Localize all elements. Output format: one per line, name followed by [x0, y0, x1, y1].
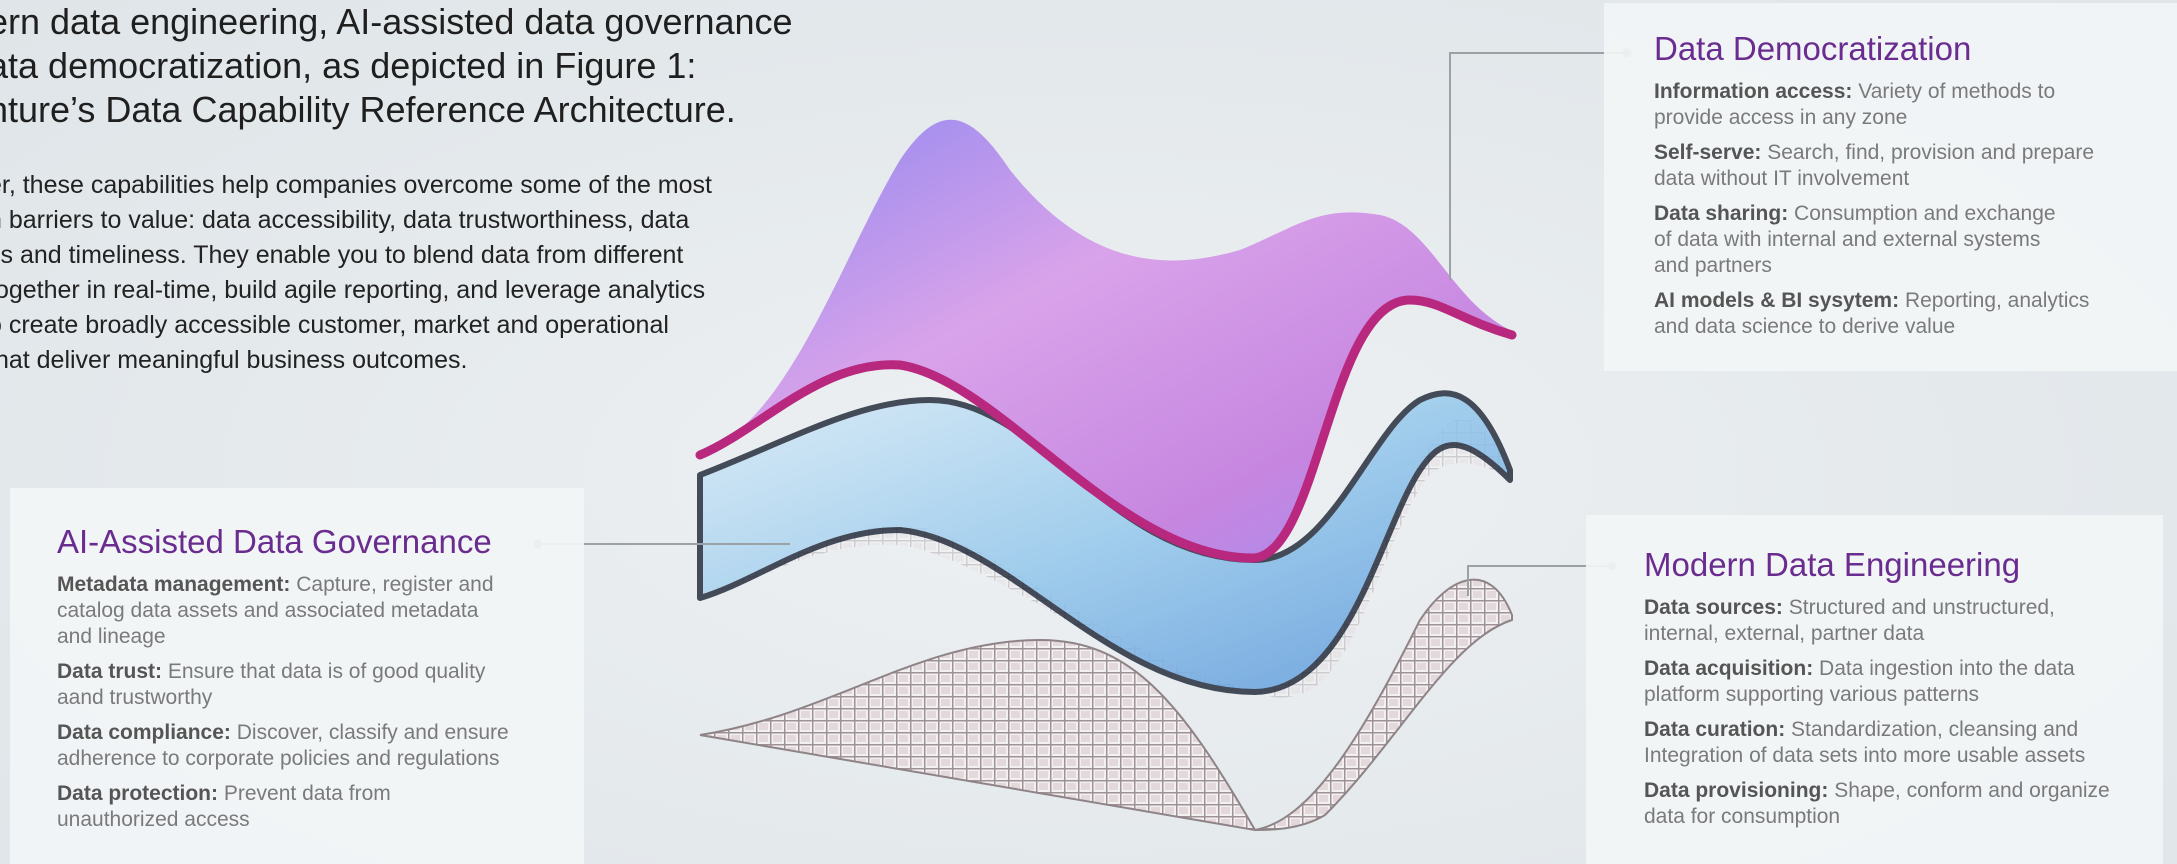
capability-item: AI models & BI sysytem: Reporting, analy… — [1654, 288, 2177, 340]
item-line: internal, external, partner data — [1644, 622, 1925, 645]
item-first-line: Data curation: Standardization, cleansin… — [1644, 717, 2163, 743]
item-line: and lineage — [57, 625, 166, 648]
item-line: Integration of data sets into more usabl… — [1644, 744, 2086, 767]
item-text: Structured and unstructured, — [1788, 596, 2055, 619]
item-term: Metadata management: — [57, 573, 291, 596]
intro-heading-line: ern data engineering, AI-assisted data g… — [0, 1, 793, 42]
top-layer — [695, 119, 1517, 563]
panel-title: AI-Assisted Data Governance — [57, 523, 492, 560]
item-text: Capture, register and — [296, 573, 494, 596]
intro-paragraph-line: n barriers to value: data accessibility,… — [0, 206, 690, 234]
item-line: platform supporting various patterns — [1644, 683, 1980, 706]
item-line: data for consumption — [1644, 805, 1841, 828]
capability-item: Data trust: Ensure that data is of good … — [57, 659, 584, 711]
item-first-line: Data sharing: Consumption and exchange — [1654, 201, 2177, 227]
item-text: Data ingestion into the data — [1819, 657, 2075, 680]
item-first-line: Data sources: Structured and unstructure… — [1644, 595, 2163, 621]
intro-paragraph-line: that deliver meaningful business outcome… — [0, 346, 468, 374]
intro-text-block: ern data engineering, AI-assisted data g… — [0, 0, 793, 378]
connector-engineering — [1467, 565, 1612, 596]
connector-democratization — [1449, 52, 1627, 280]
item-first-line: Data protection: Prevent data from — [57, 781, 584, 807]
capability-item: Data sharing: Consumption and exchange o… — [1654, 201, 2177, 279]
purple-surface — [700, 119, 1512, 559]
grid-surface — [699, 578, 1513, 832]
panel-modern-data-engineering: Modern Data Engineering Data sources: St… — [1586, 515, 2163, 864]
capability-item: Self-serve: Search, find, provision and … — [1654, 140, 2177, 192]
item-text: Standardization, cleansing and — [1791, 718, 2079, 741]
item-line: and partners — [1654, 254, 1772, 277]
item-first-line: Data provisioning: Shape, conform and or… — [1644, 778, 2163, 804]
item-first-line: Self-serve: Search, find, provision and … — [1654, 140, 2177, 166]
capability-item: Data protection: Prevent data from unaut… — [57, 781, 584, 833]
item-first-line: Data acquisition: Data ingestion into th… — [1644, 656, 2163, 682]
item-term: Self-serve: — [1654, 141, 1762, 164]
item-text: Prevent data from — [223, 782, 391, 805]
item-text: Ensure that data is of good quality — [167, 660, 486, 683]
item-text: Consumption and exchange — [1794, 202, 2056, 225]
panel-title: Modern Data Engineering — [1644, 546, 2021, 583]
item-text: Search, find, provision and prepare — [1767, 141, 2095, 164]
item-text: Variety of methods to — [1858, 80, 2056, 103]
item-line: and data science to derive value — [1654, 315, 1956, 338]
item-term: Data trust: — [57, 660, 163, 683]
item-term: Data protection: — [57, 782, 219, 805]
item-text: Shape, conform and organize — [1834, 779, 2110, 802]
item-first-line: Data compliance: Discover, classify and … — [57, 720, 584, 746]
item-first-line: AI models & BI sysytem: Reporting, analy… — [1654, 288, 2177, 314]
capability-item: Metadata management: Capture, register a… — [57, 572, 584, 650]
panel-ai-assisted-data-governance: AI-Assisted Data Governance Metadata man… — [10, 488, 584, 864]
intro-paragraph: er, these capabilities help companies ov… — [0, 168, 788, 378]
capability-item: Data provisioning: Shape, conform and or… — [1644, 778, 2163, 830]
item-first-line: Metadata management: Capture, register a… — [57, 572, 584, 598]
item-line: aand trustworthy — [57, 686, 213, 709]
item-line: catalog data assets and associated metad… — [57, 599, 479, 622]
intro-heading-line: ata democratization, as depicted in Figu… — [0, 45, 697, 86]
intro-paragraph-line: together in real-time, build agile repor… — [0, 276, 706, 304]
capability-item: Information access: Variety of methods t… — [1654, 79, 2177, 131]
item-first-line: Data trust: Ensure that data is of good … — [57, 659, 584, 685]
item-first-line: Information access: Variety of methods t… — [1654, 79, 2177, 105]
item-term: Data provisioning: — [1644, 779, 1829, 802]
intro-heading-line: nture’s Data Capability Reference Archit… — [0, 89, 736, 130]
item-line: adherence to corporate policies and regu… — [57, 747, 500, 770]
item-term: Data sources: — [1644, 596, 1783, 619]
panel-data-democratization: Data Democratization Information access:… — [1604, 3, 2177, 371]
item-text: Reporting, analytics — [1904, 289, 2090, 312]
intro-heading: ern data engineering, AI-assisted data g… — [0, 0, 793, 132]
item-term: Data sharing: — [1654, 202, 1789, 225]
item-text: Discover, classify and ensure — [236, 721, 509, 744]
capability-item: Data sources: Structured and unstructure… — [1644, 595, 2163, 647]
item-term: Data curation: — [1644, 718, 1786, 741]
intro-paragraph-line: ss and timeliness. They enable you to bl… — [0, 241, 684, 269]
intro-paragraph-line: o create broadly accessible customer, ma… — [0, 311, 669, 339]
item-term: Information access: — [1654, 80, 1853, 103]
capability-item: Data compliance: Discover, classify and … — [57, 720, 584, 772]
item-line: of data with internal and external syste… — [1654, 228, 2041, 251]
item-line: unauthorized access — [57, 808, 250, 831]
item-term: Data acquisition: — [1644, 657, 1814, 680]
item-line: provide access in any zone — [1654, 106, 1908, 129]
capability-item: Data acquisition: Data ingestion into th… — [1644, 656, 2163, 708]
grid-layer — [699, 578, 1513, 832]
item-term: AI models & BI sysytem: — [1654, 289, 1900, 312]
panel-title: Data Democratization — [1654, 30, 1972, 67]
item-term: Data compliance: — [57, 721, 231, 744]
purple-surface-edge — [695, 295, 1517, 563]
capability-item: Data curation: Standardization, cleansin… — [1644, 717, 2163, 769]
intro-paragraph-line: er, these capabilities help companies ov… — [0, 171, 712, 199]
item-line: data without IT involvement — [1654, 167, 1910, 190]
